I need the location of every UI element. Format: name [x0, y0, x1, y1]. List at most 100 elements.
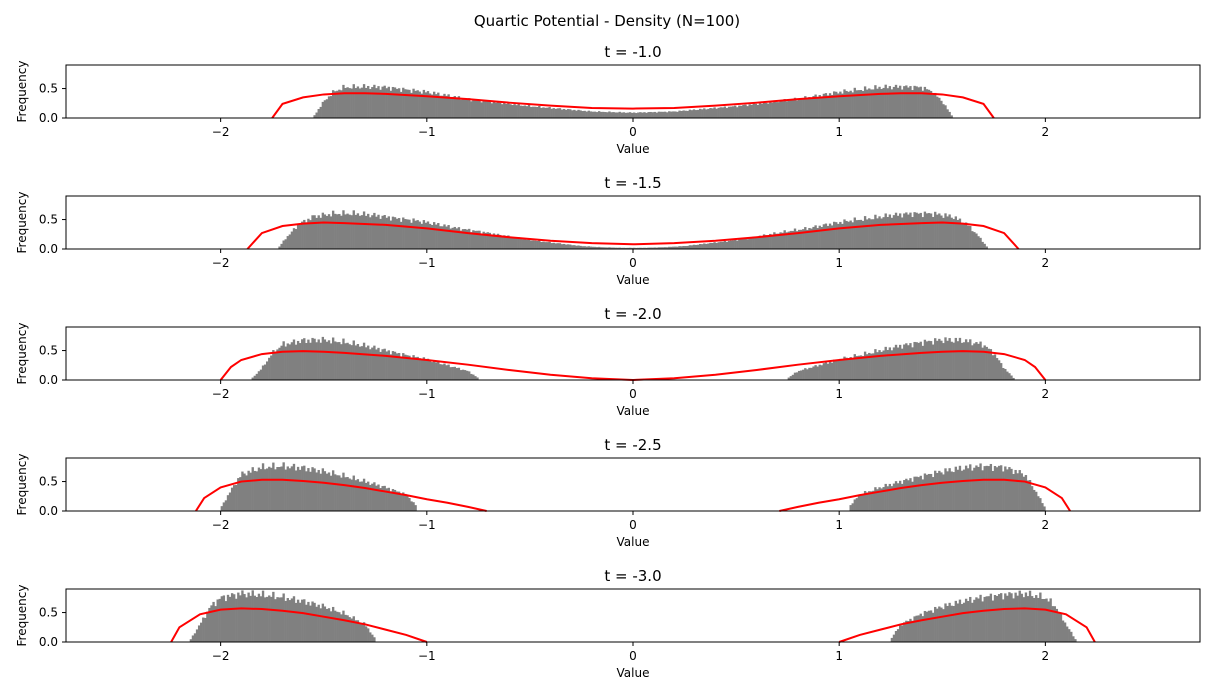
histogram-bar [1024, 475, 1028, 511]
histogram-bar [843, 356, 846, 380]
histogram-bar [950, 115, 953, 118]
histogram-bar [833, 359, 836, 380]
y-tick-label: 0.0 [39, 373, 58, 387]
histogram-bar [977, 598, 980, 642]
histogram-bar [340, 90, 343, 118]
histogram-bar [360, 623, 364, 642]
histogram-bar [948, 214, 951, 249]
histogram-bar [214, 606, 217, 642]
x-tick-label: 1 [835, 125, 843, 139]
histogram-bar [802, 369, 805, 380]
histogram-bar [1002, 367, 1005, 380]
histogram-bar [270, 596, 273, 642]
histogram-bar [272, 350, 275, 380]
histogram-bar [762, 101, 766, 118]
histogram-bar [387, 350, 390, 380]
histogram-bar [707, 108, 710, 118]
histogram-bar [690, 245, 694, 249]
histogram-bar [352, 210, 355, 249]
histogram-bar [301, 221, 304, 249]
histogram-bar [587, 246, 590, 249]
histogram-bar [348, 88, 351, 118]
histogram-bar [742, 238, 745, 249]
histogram-bar [239, 595, 242, 642]
histogram-bar [562, 243, 566, 249]
histogram-bar [311, 337, 314, 380]
histogram-bar [400, 356, 403, 380]
histogram-bar [892, 634, 896, 642]
histogram-bar [309, 471, 312, 511]
histogram-bar [734, 105, 737, 118]
histogram-bar [602, 111, 605, 118]
histogram-bar [971, 470, 974, 511]
histogram-bar [346, 342, 349, 380]
histogram-bar [898, 625, 902, 642]
histogram-bar [315, 112, 318, 118]
histogram-bar [319, 473, 322, 511]
histogram-bar [905, 620, 908, 642]
histogram-bar [647, 247, 650, 249]
histogram-bar [1012, 474, 1015, 511]
histogram-bar [424, 222, 428, 249]
histogram-bar [457, 227, 461, 249]
histogram-bar [492, 101, 496, 118]
histogram-bar [447, 225, 450, 249]
histogram-bar [424, 92, 428, 118]
histogram-bar [684, 110, 687, 118]
histogram-bar [973, 599, 976, 642]
y-axis-label: Frequency [15, 323, 29, 385]
histogram-bar [764, 102, 768, 118]
histogram-bar [367, 345, 370, 380]
histogram-bar [639, 112, 642, 118]
histogram-bar [950, 341, 953, 380]
histogram-bar [367, 481, 370, 511]
histogram-bar [975, 597, 978, 642]
x-tick-label: 2 [1042, 125, 1050, 139]
histogram-bar [826, 95, 830, 118]
histogram-bar [1074, 639, 1077, 642]
histogram-bar [488, 101, 492, 118]
histogram-bar [542, 241, 545, 249]
histogram-bar [538, 106, 541, 118]
histogram-bar [911, 90, 914, 118]
histogram-bar [971, 602, 974, 642]
histogram-bar [484, 232, 487, 249]
histogram-bar [742, 104, 745, 118]
histogram-bar [589, 246, 593, 249]
histogram-bar [381, 486, 384, 511]
histogram-bar [348, 478, 351, 511]
histogram-bar [938, 606, 941, 642]
histogram-bar [261, 463, 265, 511]
histogram-bar [336, 475, 339, 511]
histogram-bar [562, 108, 566, 118]
histogram-bar [428, 223, 432, 249]
histogram-bar [684, 246, 687, 249]
histogram-bar [315, 606, 318, 642]
histogram-bar [311, 601, 314, 642]
histogram-bar [364, 482, 368, 511]
histogram-bar [410, 222, 413, 249]
histogram-bar [356, 86, 360, 118]
histogram-bar [259, 596, 263, 642]
histogram-bar [465, 370, 469, 380]
histogram-bar [919, 613, 922, 642]
histogram-bar [278, 597, 281, 642]
histogram-bar [884, 213, 887, 249]
histogram-bar [723, 240, 727, 249]
histogram-bar [915, 86, 918, 118]
histogram-bar [645, 112, 648, 118]
histogram-bar [525, 239, 529, 249]
histogram-bar [853, 217, 856, 249]
histogram-bar [387, 86, 390, 118]
histogram-bar [496, 101, 500, 118]
histogram-bar [991, 470, 995, 511]
histogram-bar [286, 343, 289, 380]
histogram-bar [430, 94, 434, 118]
histogram-bar [395, 218, 399, 249]
histogram-bar [430, 225, 434, 249]
y-tick-label: 0.5 [39, 344, 58, 358]
histogram-bar [845, 357, 848, 380]
histogram-bar [259, 469, 263, 511]
histogram-bar [569, 244, 572, 249]
histogram-bar [781, 101, 784, 118]
